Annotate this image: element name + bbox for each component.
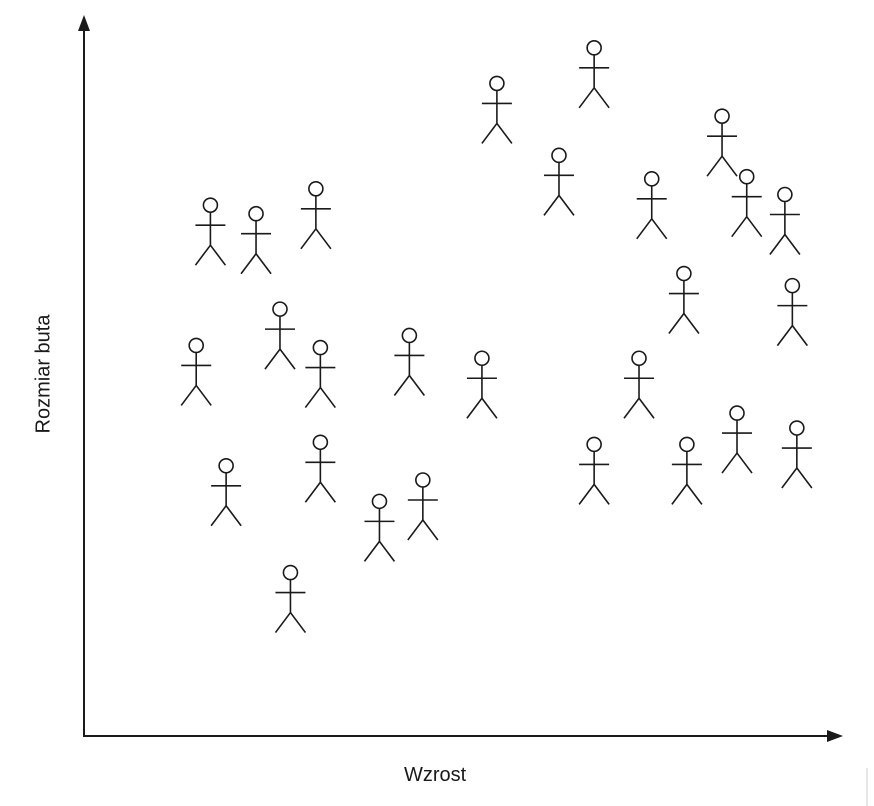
edge-divider [866, 768, 868, 806]
y-axis-label: Rozmiar buta [32, 314, 55, 434]
person-icon-15 [543, 147, 575, 216]
axes [78, 15, 843, 742]
person-icon-8 [304, 434, 337, 503]
person-icon-17 [636, 171, 668, 240]
data-points [180, 40, 813, 634]
person-icon-9 [274, 564, 307, 634]
person-icon-14 [481, 75, 513, 144]
person-icon-6 [304, 339, 337, 409]
person-icon-4 [180, 337, 212, 406]
person-icon-21 [668, 265, 700, 335]
person-icon-7 [210, 457, 242, 527]
person-icon-23 [623, 350, 655, 419]
person-icon-19 [731, 168, 763, 238]
person-icon-5 [264, 301, 296, 370]
person-icon-24 [721, 405, 753, 474]
x-axis-label: Wzrost [404, 764, 467, 786]
person-icon-26 [578, 436, 610, 505]
person-icon-11 [407, 472, 439, 541]
person-icon-1 [194, 197, 227, 266]
person-icon-18 [706, 108, 738, 177]
person-icon-20 [769, 186, 801, 255]
person-icon-12 [393, 327, 426, 396]
person-icon-16 [578, 40, 610, 109]
y-axis-arrow-icon [78, 15, 90, 31]
person-icon-10 [363, 493, 396, 562]
person-icon-3 [300, 181, 332, 250]
person-icon-22 [776, 277, 808, 347]
person-icon-13 [466, 350, 498, 419]
person-icon-2 [240, 205, 272, 275]
person-icon-25 [781, 420, 813, 489]
x-axis-arrow-icon [827, 730, 843, 742]
person-icon-27 [671, 436, 703, 505]
